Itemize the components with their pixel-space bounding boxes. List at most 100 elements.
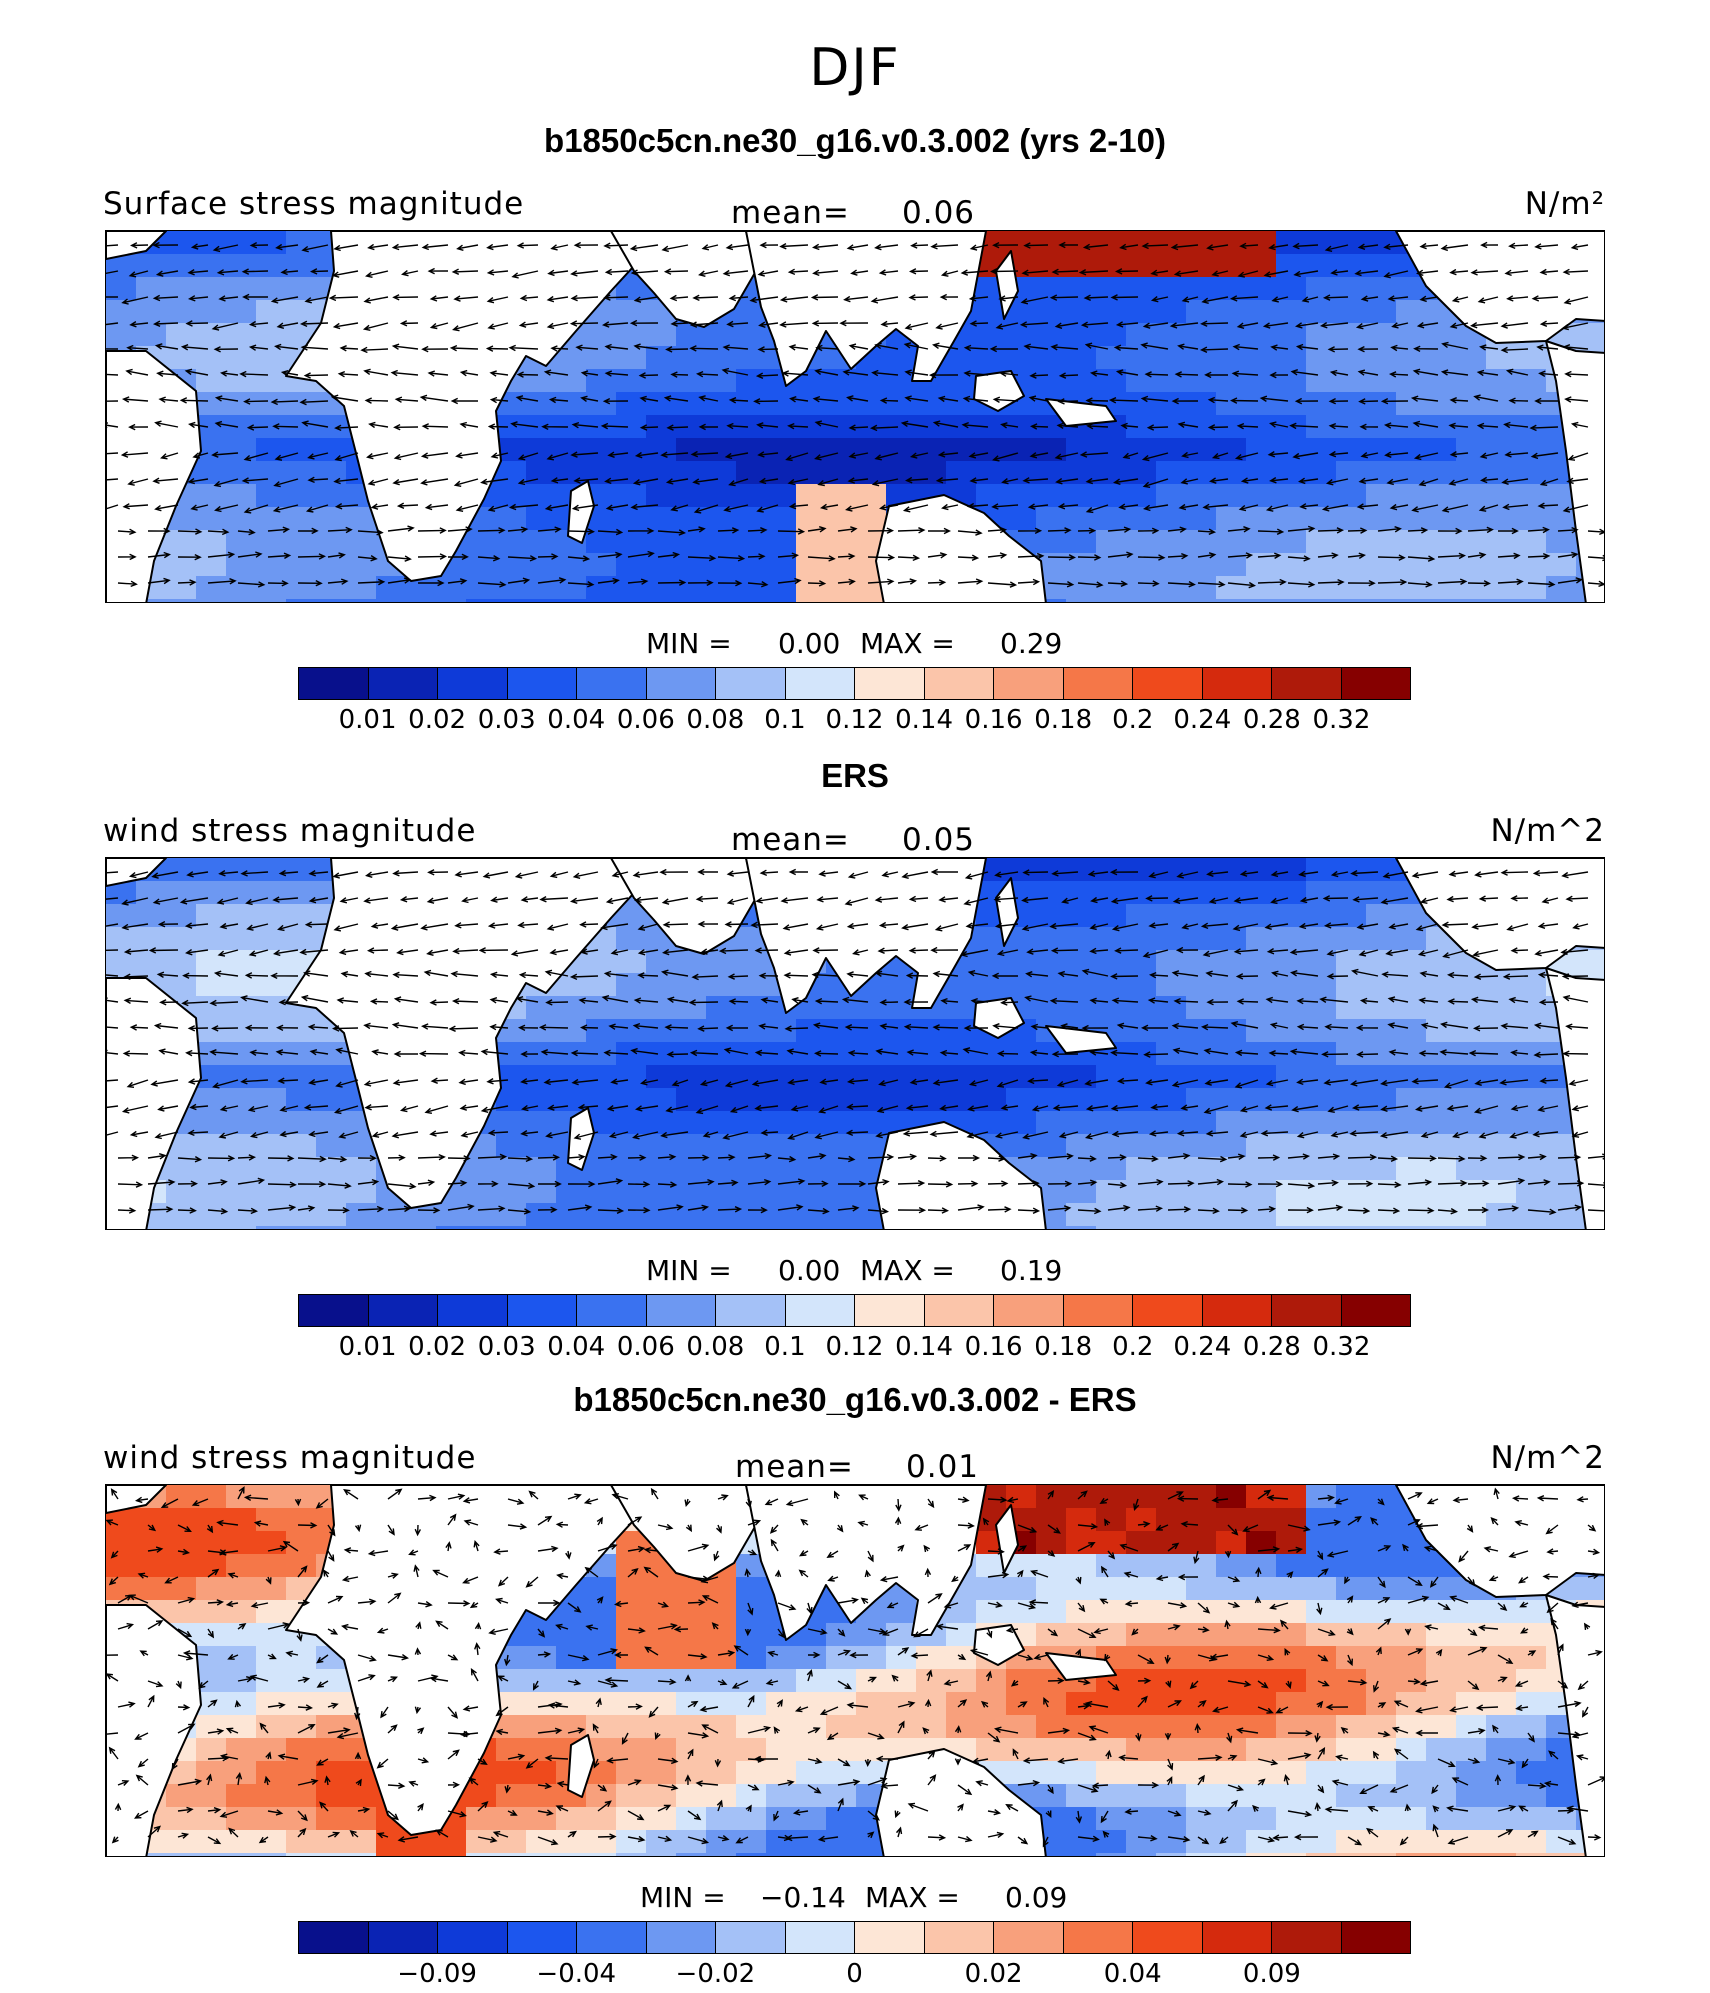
wind-vector-arrow [504, 1654, 511, 1667]
wind-vectors [106, 1486, 1604, 1848]
wind-vector-arrow [1390, 344, 1409, 352]
wind-vector-arrow [495, 1728, 509, 1736]
wind-vector-arrow [152, 294, 179, 302]
wind-vector-arrow [279, 1105, 299, 1113]
wind-vector-arrow [1527, 1732, 1535, 1743]
wind-vector-arrow [1166, 1776, 1173, 1786]
panel-3-units: N/m^2 [1490, 1440, 1605, 1476]
wind-vector-arrow [970, 997, 989, 1005]
wind-vector-arrow [963, 344, 989, 352]
wind-vector-arrow [1518, 1805, 1529, 1812]
wind-vector-arrow [633, 997, 659, 1004]
wind-vector-arrow [537, 1545, 559, 1553]
wind-vector-arrow [1239, 1131, 1259, 1138]
wind-vector-arrow [1359, 1784, 1379, 1794]
wind-vector-arrow [927, 1498, 935, 1509]
wind-vector-arrow [718, 947, 749, 955]
wind-vector-arrow [187, 1129, 209, 1137]
wind-vector-arrow [155, 270, 179, 277]
wind-vector-arrow [1120, 422, 1139, 430]
wind-vector-arrow [1017, 1654, 1034, 1661]
wind-vector-arrow [1224, 1550, 1232, 1559]
wind-vector-arrow [1561, 973, 1589, 980]
wind-vector-arrow [957, 1653, 967, 1661]
wind-vector-arrow [867, 1153, 895, 1161]
wind-vector-arrow [1293, 1833, 1319, 1841]
wind-vector-arrow [1030, 1569, 1049, 1578]
wind-vector-arrow [569, 897, 599, 904]
wind-vector-arrow [1357, 243, 1379, 250]
wind-vector-arrow [151, 871, 179, 879]
wind-vector-arrow [967, 1105, 989, 1112]
wind-vector-arrow [1317, 552, 1339, 559]
wind-vector-arrow [417, 1727, 425, 1735]
wind-vector-arrow [1448, 478, 1469, 486]
wind-vector-arrow [903, 998, 929, 1006]
wind-vector-arrow [1511, 1495, 1529, 1502]
wind-vector-arrow [139, 1650, 149, 1657]
wind-vector-arrow [1344, 1576, 1351, 1585]
wind-vector-arrow [999, 370, 1019, 377]
panel-2-colorbar-ticks: 0.01 0.02 0.03 0.04 0.06 0.08 0.1 0.12 0.14 0.16 0… [298, 1332, 1411, 1366]
wind-vector-arrow [246, 424, 269, 431]
wind-vector-arrow [755, 897, 779, 904]
wind-vector-arrow [807, 1727, 821, 1734]
wind-vector-arrow [137, 1572, 149, 1579]
wind-vector-arrow [699, 1079, 719, 1087]
wind-vector-arrow [447, 1810, 467, 1818]
wind-vector-arrow [1145, 1079, 1169, 1086]
wind-vector-arrow [188, 421, 209, 429]
wind-vector-arrow [478, 947, 509, 954]
wind-vector-arrow [987, 1206, 1012, 1213]
wind-vector-arrow [982, 1517, 990, 1526]
wind-vector-arrow [429, 999, 449, 1006]
wind-vector-arrow [939, 1104, 959, 1112]
wind-vector-arrow [1137, 1695, 1148, 1708]
wind-vector-arrow [1557, 1680, 1569, 1689]
wind-vector-arrow [427, 267, 449, 275]
wind-vector-arrow [1234, 1049, 1259, 1057]
wind-vector-arrow [296, 1628, 303, 1642]
wind-vector-arrow [1389, 1784, 1409, 1793]
wind-vector-arrow [991, 972, 1019, 980]
wind-vector-arrow [371, 1131, 389, 1138]
wind-vector-arrow [807, 555, 836, 562]
wind-vector-arrow [876, 1105, 899, 1114]
wind-vector-arrow [327, 552, 346, 559]
wind-vector-arrow [280, 268, 299, 276]
wind-vector-arrow [1587, 554, 1604, 562]
wind-vector-arrow [960, 949, 989, 958]
wind-vector-arrow [357, 1598, 377, 1605]
wind-vector-arrow [747, 553, 766, 560]
wind-vector-arrow [1135, 1732, 1142, 1742]
wind-vector-arrow [376, 1758, 389, 1769]
wind-vector-arrow [327, 1155, 348, 1163]
wind-vector-arrow [1334, 1498, 1349, 1505]
wind-vector-arrow [714, 1758, 722, 1768]
colorbar-swatch [924, 668, 994, 699]
wind-vector-arrow [417, 1153, 446, 1161]
wind-vector-arrow [1140, 342, 1169, 350]
wind-vector-arrow [1539, 268, 1559, 276]
wind-vector-arrow [867, 1831, 875, 1839]
wind-vector-arrow [280, 370, 299, 377]
wind-vector-arrow [1227, 526, 1251, 533]
wind-vector-arrow [417, 1179, 436, 1186]
wind-vector-arrow [106, 1131, 119, 1136]
wind-vector-arrow [214, 395, 239, 402]
wind-vector-arrow [117, 1181, 144, 1188]
wind-vector-arrow [689, 321, 719, 328]
wind-vector-arrow [629, 319, 659, 327]
wind-vector-arrow [1283, 1773, 1290, 1786]
wind-vector-arrow [785, 452, 809, 462]
wind-vector-arrow [122, 1050, 149, 1057]
wind-vector-arrow [1259, 395, 1289, 402]
wind-vector-arrow [1407, 1595, 1430, 1604]
wind-vector-arrow [846, 244, 869, 251]
wind-vector-arrow [275, 243, 299, 251]
wind-vector-arrow [607, 451, 629, 458]
wind-vector-arrow [106, 923, 119, 927]
wind-vector-arrow [1357, 345, 1379, 353]
wind-vector-arrow [760, 1129, 779, 1136]
wind-vector-arrow [869, 424, 899, 432]
